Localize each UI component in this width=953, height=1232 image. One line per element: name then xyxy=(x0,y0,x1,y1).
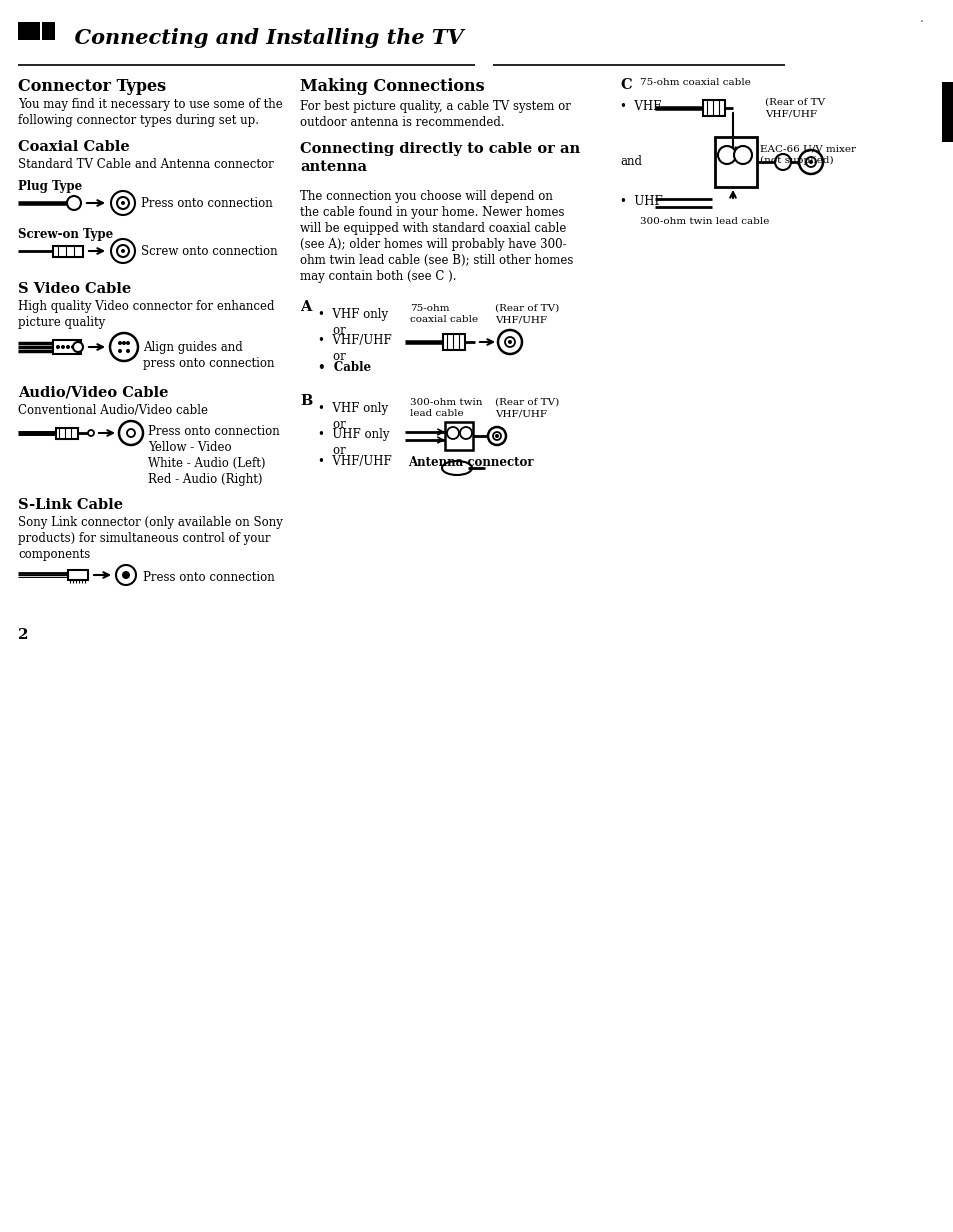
Circle shape xyxy=(718,147,735,164)
Circle shape xyxy=(66,345,70,349)
Circle shape xyxy=(126,341,130,345)
Circle shape xyxy=(88,430,94,436)
Text: Conventional Audio/Video cable: Conventional Audio/Video cable xyxy=(18,404,208,416)
Circle shape xyxy=(497,330,521,354)
Bar xyxy=(442,334,464,350)
Text: Press onto connection: Press onto connection xyxy=(143,570,274,584)
Text: Sony Link connector (only available on Sony
products) for simultaneous control o: Sony Link connector (only available on S… xyxy=(18,516,283,561)
Circle shape xyxy=(447,428,458,439)
Text: High quality Video connector for enhanced
picture quality: High quality Video connector for enhance… xyxy=(18,301,274,329)
Circle shape xyxy=(118,341,122,345)
Text: Coaxial Cable: Coaxial Cable xyxy=(18,140,130,154)
Circle shape xyxy=(126,349,130,354)
Circle shape xyxy=(117,197,129,209)
Circle shape xyxy=(774,154,790,170)
Circle shape xyxy=(507,340,512,344)
Circle shape xyxy=(121,249,125,253)
Bar xyxy=(941,83,953,142)
Text: Screw onto connection: Screw onto connection xyxy=(141,245,277,257)
Circle shape xyxy=(119,421,143,445)
Circle shape xyxy=(805,156,815,168)
Text: Making Connections: Making Connections xyxy=(299,78,484,95)
Circle shape xyxy=(504,338,515,347)
Ellipse shape xyxy=(441,461,472,476)
Circle shape xyxy=(495,434,498,439)
Circle shape xyxy=(117,245,129,257)
Text: .: . xyxy=(919,12,923,25)
Circle shape xyxy=(127,429,135,437)
Text: Connecting and Installing the TV: Connecting and Installing the TV xyxy=(60,28,463,48)
Text: 75-ohm
coaxial cable: 75-ohm coaxial cable xyxy=(410,304,477,324)
Circle shape xyxy=(71,345,75,349)
Text: For best picture quality, a cable TV system or
outdoor antenna is recommended.: For best picture quality, a cable TV sys… xyxy=(299,100,570,129)
Circle shape xyxy=(111,191,135,216)
Bar xyxy=(68,570,88,580)
Circle shape xyxy=(121,201,125,205)
Text: 75-ohm coaxial cable: 75-ohm coaxial cable xyxy=(639,78,750,87)
Text: •  UHF: • UHF xyxy=(619,195,662,208)
Bar xyxy=(18,22,40,39)
Text: Screw-on Type: Screw-on Type xyxy=(18,228,113,241)
Bar xyxy=(714,137,757,187)
Text: Press onto connection: Press onto connection xyxy=(141,197,273,209)
Text: EAC-66 U/V mixer
(not supplied): EAC-66 U/V mixer (not supplied) xyxy=(760,145,855,165)
Text: Audio/Video Cable: Audio/Video Cable xyxy=(18,386,169,400)
Circle shape xyxy=(808,160,812,164)
Text: Antenna connector: Antenna connector xyxy=(408,456,533,469)
Circle shape xyxy=(67,196,81,209)
Circle shape xyxy=(56,345,60,349)
Text: •  Cable: • Cable xyxy=(317,361,371,375)
Circle shape xyxy=(459,428,472,439)
Circle shape xyxy=(110,333,138,361)
Circle shape xyxy=(488,428,505,445)
Bar xyxy=(53,340,81,354)
Text: and: and xyxy=(619,155,641,168)
Circle shape xyxy=(118,349,122,354)
Text: 300-ohm twin
lead cable: 300-ohm twin lead cable xyxy=(410,398,482,418)
Text: Connecting directly to cable or an
antenna: Connecting directly to cable or an anten… xyxy=(299,142,579,174)
Text: The connection you choose will depend on
the cable found in your home. Newer hom: The connection you choose will depend on… xyxy=(299,190,573,283)
Text: C: C xyxy=(619,78,631,92)
Text: A: A xyxy=(299,301,311,314)
Text: Align guides and
press onto connection: Align guides and press onto connection xyxy=(143,341,274,370)
Text: (Rear of TV)
VHF/UHF: (Rear of TV) VHF/UHF xyxy=(495,398,558,418)
Circle shape xyxy=(116,565,136,585)
Text: Standard TV Cable and Antenna connector: Standard TV Cable and Antenna connector xyxy=(18,158,274,171)
Text: B: B xyxy=(299,394,312,408)
Text: (Rear of TV
VHF/UHF: (Rear of TV VHF/UHF xyxy=(764,99,824,118)
Text: •  VHF/UHF
    or: • VHF/UHF or xyxy=(317,334,392,363)
Text: •  VHF: • VHF xyxy=(619,100,660,113)
Bar xyxy=(42,22,55,39)
Text: (Rear of TV)
VHF/UHF: (Rear of TV) VHF/UHF xyxy=(495,304,558,324)
Bar xyxy=(702,100,724,116)
Text: S Video Cable: S Video Cable xyxy=(18,282,132,296)
Circle shape xyxy=(122,570,130,579)
Circle shape xyxy=(493,432,500,440)
Bar xyxy=(56,428,78,439)
Text: Press onto connection
Yellow - Video
White - Audio (Left)
Red - Audio (Right): Press onto connection Yellow - Video Whi… xyxy=(148,425,279,485)
Text: •  VHF only
    or: • VHF only or xyxy=(317,402,388,431)
Text: S-Link Cable: S-Link Cable xyxy=(18,498,123,513)
Text: 300-ohm twin lead cable: 300-ohm twin lead cable xyxy=(639,217,768,225)
Text: •  UHF only
    or: • UHF only or xyxy=(317,428,389,457)
Text: •  VHF/UHF: • VHF/UHF xyxy=(317,455,392,468)
Text: You may find it necessary to use some of the
following connector types during se: You may find it necessary to use some of… xyxy=(18,99,282,127)
Text: Plug Type: Plug Type xyxy=(18,180,82,193)
Text: Connector Types: Connector Types xyxy=(18,78,166,95)
Circle shape xyxy=(733,147,751,164)
Text: •  VHF only
    or: • VHF only or xyxy=(317,308,388,338)
Circle shape xyxy=(111,239,135,262)
Circle shape xyxy=(799,150,822,174)
Bar xyxy=(444,423,473,450)
Circle shape xyxy=(61,345,65,349)
Bar xyxy=(53,246,83,257)
Circle shape xyxy=(73,342,83,352)
Text: 2: 2 xyxy=(18,628,29,642)
Circle shape xyxy=(122,341,126,345)
